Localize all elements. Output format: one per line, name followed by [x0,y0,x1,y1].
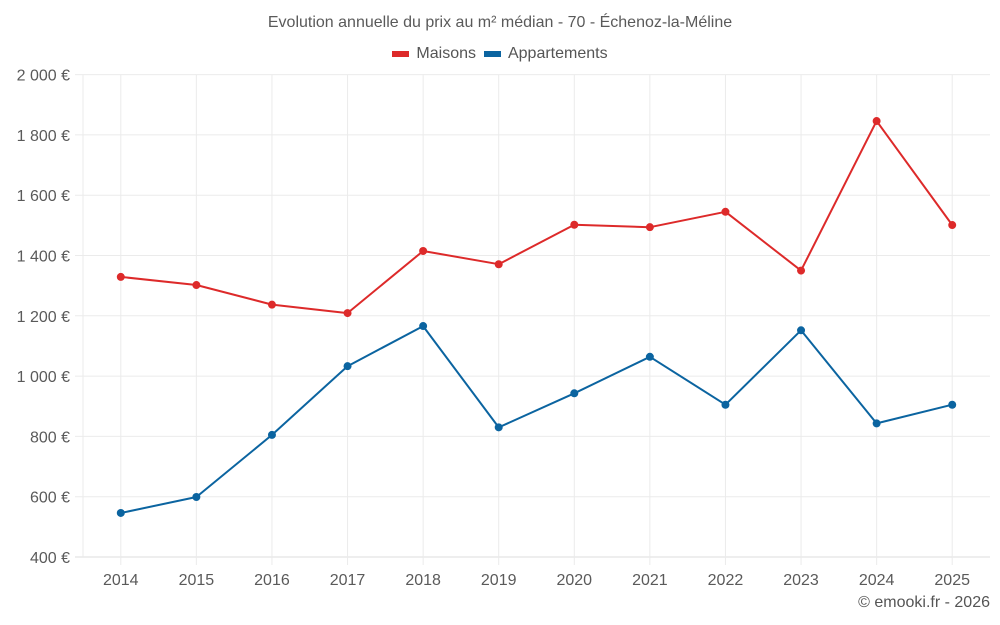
data-point-appartements [494,423,503,432]
data-point-appartements [948,400,957,409]
data-point-appartements [872,419,881,428]
chart-legend: Maisons Appartements [0,45,1000,63]
x-tick-label: 2022 [708,572,744,589]
data-point-maisons [494,260,503,269]
grid-lines [75,74,990,565]
data-point-appartements [570,389,579,398]
data-point-appartements [116,508,125,517]
series-line-maisons [120,120,954,315]
y-tick-label: 400 € [30,550,70,567]
legend-swatch-maisons [392,51,410,57]
y-tick-label: 800 € [30,429,70,446]
series-layer [116,117,957,517]
data-point-maisons [570,220,579,229]
y-tick-label: 1 200 € [17,309,70,326]
y-tick-label: 1 600 € [17,188,70,205]
data-point-appartements [192,493,201,502]
x-tick-label: 2018 [405,572,441,589]
data-point-maisons [645,223,654,232]
y-tick-label: 1 400 € [17,249,70,266]
x-tick-label: 2023 [783,572,819,589]
data-point-maisons [797,266,806,275]
x-tick-label: 2016 [254,572,290,589]
data-point-maisons [343,309,352,318]
y-tick-label: 1 000 € [17,369,70,386]
legend-item-maisons[interactable]: Maisons [392,45,476,63]
data-point-maisons [948,221,957,230]
x-tick-label: 2020 [556,572,592,589]
y-tick-label: 600 € [30,490,70,507]
x-tick-label: 2024 [859,572,895,589]
data-point-appartements [419,322,428,331]
x-tick-label: 2015 [179,572,215,589]
y-tick-label: 1 800 € [17,128,70,145]
data-point-appartements [645,352,654,361]
data-point-maisons [721,207,730,216]
legend-label-maisons: Maisons [416,45,476,62]
legend-label-appartements: Appartements [507,45,608,62]
data-point-appartements [797,326,806,335]
x-tick-label: 2019 [481,572,517,589]
legend-swatch-appartements [483,51,501,57]
data-point-maisons [192,281,201,290]
series-line-appartements [120,325,953,514]
x-axis: 2014 2015 2016 2017 2018 2019 2020 2021 2022 2023… [103,572,970,589]
y-tick-label: 2 000 € [17,68,70,85]
x-tick-label: 2014 [103,572,139,589]
data-point-appartements [343,362,352,371]
data-point-appartements [267,430,276,439]
data-point-maisons [267,300,276,309]
data-point-maisons [872,117,881,126]
legend-item-appartements[interactable]: Appartements [483,45,608,63]
data-point-appartements [721,400,730,409]
data-point-maisons [419,246,428,255]
y-axis: 400 € 600 € 800 € 1 000 € 1 200 € 1 400 € 1 60… [17,68,70,567]
x-tick-label: 2021 [632,572,668,589]
data-point-maisons [116,272,125,281]
chart-title: Evolution annuelle du prix au m² médian … [267,14,733,31]
x-tick-label: 2017 [330,572,366,589]
x-tick-label: 2025 [934,572,970,589]
copyright-credit: © emooki.fr - 2026 [858,594,990,611]
